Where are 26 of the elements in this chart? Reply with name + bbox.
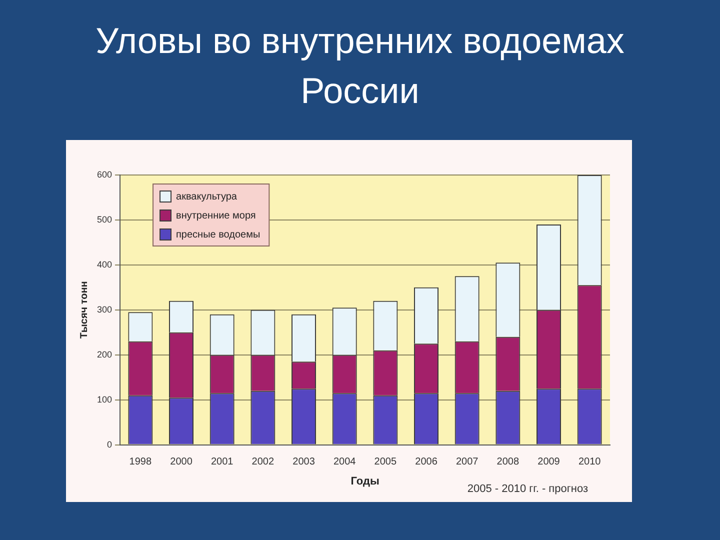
x-tick-label: 1998	[129, 456, 152, 468]
legend-label: пресные водоемы	[176, 229, 260, 240]
y-tick-label: 300	[96, 304, 112, 314]
y-tick-label: 200	[96, 349, 112, 360]
x-tick-label: 2004	[333, 456, 356, 468]
x-tick-label: 2001	[210, 456, 234, 468]
text: 2005 - 2010 гг. - прогноз	[467, 483, 588, 495]
legend-label: внутренние моря	[176, 210, 256, 222]
x-tick-label: 2006	[415, 456, 438, 468]
y-tick-label: 400	[96, 259, 112, 270]
legend-label: аквакультура	[176, 191, 238, 202]
x-tick-label: 2009	[538, 456, 560, 468]
y-tick-label: 0	[107, 439, 112, 450]
y-axis-title: Тысяч тонн	[78, 281, 90, 339]
x-tick-label: 2010	[578, 456, 602, 468]
x-tick-label: 2000	[170, 456, 193, 468]
x-tick-label: 2007	[456, 456, 479, 468]
x-tick-label: 2008	[496, 456, 520, 468]
chart-title: Уловы во внутренних водоемах России	[94, 19, 626, 113]
x-tick-label: 2002	[252, 456, 274, 468]
y-tick-label: 100	[96, 394, 112, 404]
x-tick-label: 2003	[292, 456, 316, 468]
x-axis-title: Годы	[350, 475, 380, 488]
x-tick-label: 2005	[374, 456, 397, 468]
y-tick-label: 500	[96, 214, 112, 224]
y-tick-label: 600	[96, 169, 112, 180]
